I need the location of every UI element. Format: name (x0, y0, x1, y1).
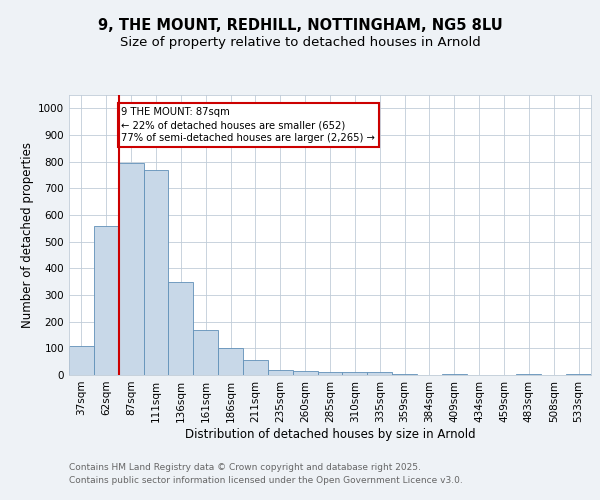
Bar (268, 370, 293, 375)
Text: 9 THE MOUNT: 87sqm
← 22% of detached houses are smaller (652)
77% of semi-detach: 9 THE MOUNT: 87sqm ← 22% of detached hou… (121, 107, 375, 144)
Bar (367, 372, 392, 375)
Bar (143, 170, 169, 375)
Bar (317, 372, 343, 375)
Bar (293, 371, 317, 375)
X-axis label: Distribution of detached houses by size in Arnold: Distribution of detached houses by size … (185, 428, 475, 440)
Bar (69, 346, 94, 375)
Y-axis label: Number of detached properties: Number of detached properties (21, 142, 34, 328)
Bar (343, 372, 367, 375)
Bar (218, 348, 243, 375)
Bar (442, 374, 467, 375)
Text: Contains HM Land Registry data © Crown copyright and database right 2025.: Contains HM Land Registry data © Crown c… (69, 462, 421, 471)
Bar (566, 374, 591, 375)
Bar (392, 374, 417, 375)
Bar (119, 163, 143, 375)
Text: Contains public sector information licensed under the Open Government Licence v3: Contains public sector information licen… (69, 476, 463, 485)
Bar (193, 330, 218, 375)
Bar (517, 374, 541, 375)
Bar (169, 282, 193, 375)
Bar (94, 226, 119, 375)
Text: 9, THE MOUNT, REDHILL, NOTTINGHAM, NG5 8LU: 9, THE MOUNT, REDHILL, NOTTINGHAM, NG5 8… (98, 18, 502, 32)
Text: Size of property relative to detached houses in Arnold: Size of property relative to detached ho… (119, 36, 481, 49)
Bar (243, 360, 268, 375)
